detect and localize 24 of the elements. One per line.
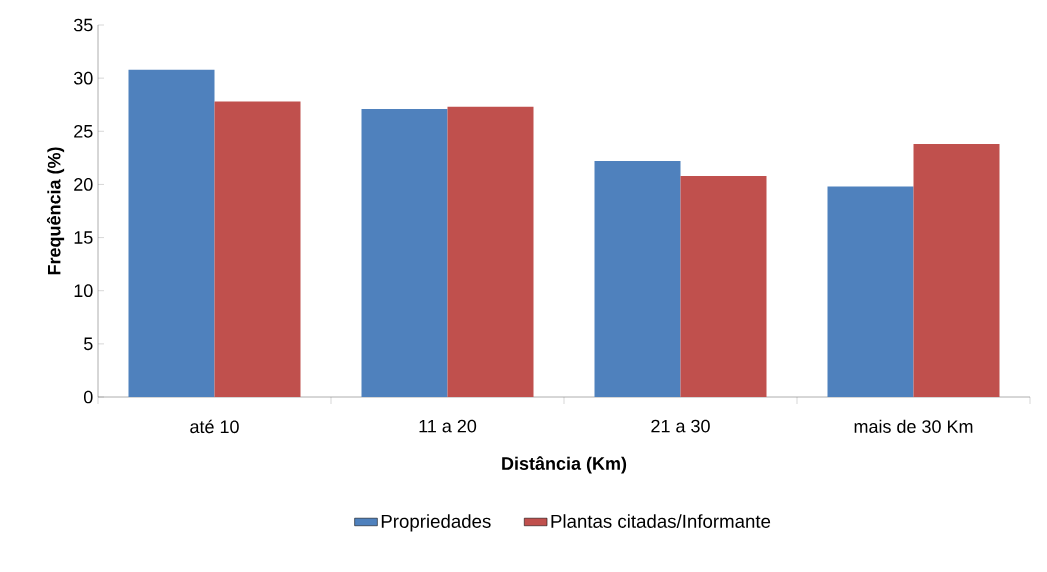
y-tick-label: 20 xyxy=(74,178,93,191)
legend-label: Plantas citadas/Informante xyxy=(551,514,771,528)
x-tick-label: 21 a 30 xyxy=(651,419,710,433)
bar xyxy=(594,161,681,397)
bar xyxy=(913,144,1000,397)
x-tick-label: até 10 xyxy=(190,419,239,434)
x-tick-label: 11 a 20 xyxy=(419,419,477,433)
bar xyxy=(447,106,534,397)
bar xyxy=(214,101,301,397)
y-tick-label: 35 xyxy=(73,18,93,32)
y-tick-label: 25 xyxy=(74,124,93,138)
bar xyxy=(361,108,448,397)
x-tick-label: mais de 30 Km xyxy=(854,419,973,433)
y-tick-label: 10 xyxy=(74,284,93,298)
y-tick-label: 30 xyxy=(73,71,93,85)
legend-label: Propriedades xyxy=(381,514,491,532)
bar xyxy=(128,69,215,397)
bar xyxy=(680,175,767,397)
y-tick-label: 15 xyxy=(74,231,93,244)
x-axis-title: Distância (Km) xyxy=(502,456,627,474)
y-tick-label: 5 xyxy=(83,337,93,351)
y-axis-title: Frequência (%) xyxy=(46,147,65,275)
y-tick-label: 0 xyxy=(83,390,93,404)
bar xyxy=(827,186,914,397)
